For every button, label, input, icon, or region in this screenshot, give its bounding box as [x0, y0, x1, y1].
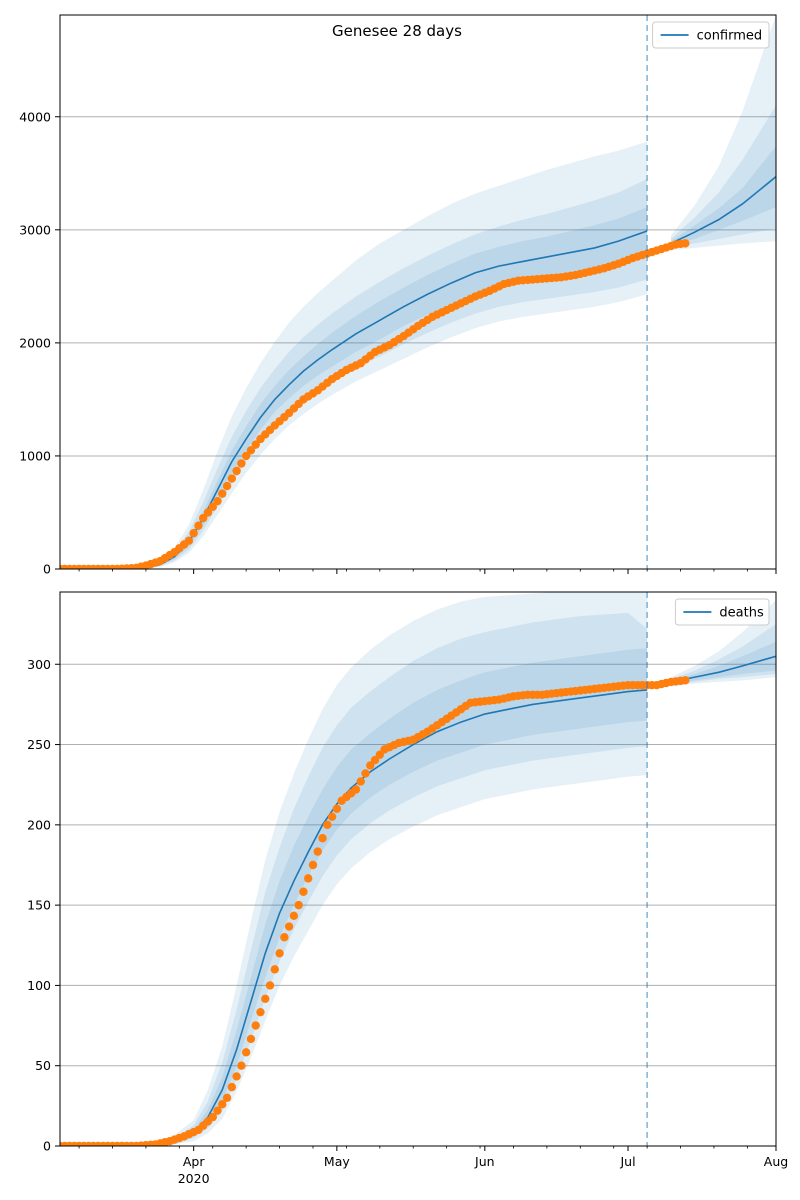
axes-frame: [59, 14, 777, 570]
observed-point: [313, 847, 322, 856]
legend: deaths: [674, 598, 770, 626]
observed-point: [227, 474, 237, 483]
plot-area: [60, 15, 776, 569]
observed-point: [361, 769, 370, 778]
figure-title: Genesee 28 days: [332, 22, 462, 40]
legend-label: deaths: [719, 606, 764, 621]
observed-point: [246, 1034, 256, 1044]
observed-point: [289, 911, 299, 921]
observed-point: [265, 981, 275, 990]
legend-label: confirmed: [697, 29, 763, 44]
band-80-forecast: [670, 624, 776, 686]
observed-point: [237, 459, 246, 468]
band-50-fit: [60, 207, 648, 569]
observed-point: [681, 676, 690, 685]
x-tick-label: Aug: [764, 1154, 788, 1169]
observed-point: [375, 750, 385, 759]
observed-point: [366, 761, 375, 770]
deaths-panel: 0 50 100 150 200 250 300 Apr May Jun Jul Aug 2020 dea…: [27, 591, 788, 1186]
band-95-forecast: [670, 600, 776, 687]
observed-point: [304, 874, 313, 883]
observed-point: [227, 1082, 237, 1092]
observed-point: [251, 440, 260, 449]
observed-point: [213, 496, 222, 506]
band-95-forecast: [670, 15, 776, 251]
observed-point: [218, 489, 227, 498]
x-year-label: 2020: [178, 1171, 210, 1186]
y-tick-label: 100: [27, 978, 51, 993]
y-tick-label: 1000: [19, 448, 51, 463]
plot-area: [60, 592, 776, 1146]
x-tick-label: May: [324, 1154, 350, 1169]
legend: confirmed: [652, 21, 770, 49]
y-tick-label: 250: [27, 737, 51, 752]
observed-point: [275, 949, 284, 958]
observed-point: [280, 933, 289, 942]
x-tick-label: Jul: [619, 1154, 635, 1169]
observed-point: [208, 502, 217, 512]
legend-box: [652, 21, 770, 49]
observed-point: [332, 804, 342, 813]
band-50-forecast: [670, 641, 776, 684]
observed-point: [370, 755, 380, 765]
band-80-forecast: [670, 105, 776, 248]
observed-point: [199, 513, 208, 523]
observed-point: [189, 529, 198, 538]
observed-point: [241, 451, 251, 461]
observed-point: [213, 1106, 222, 1115]
observed-point: [194, 521, 203, 530]
observed-point: [284, 922, 294, 931]
legend-box: [674, 598, 770, 626]
observed-point: [270, 965, 279, 974]
observed-point: [299, 887, 308, 896]
observed-point: [237, 1061, 246, 1070]
y-tick-label: 150: [27, 898, 51, 913]
observed-point: [184, 536, 194, 545]
y-tick-label: 0: [43, 562, 51, 577]
x-tick-label: Jun: [474, 1154, 495, 1169]
observed-point: [681, 239, 690, 248]
observed-point: [241, 1048, 251, 1057]
band-95-fit: [60, 141, 648, 569]
observed-point: [208, 1112, 217, 1122]
band-80-fit: [60, 612, 648, 1146]
y-tick-label: 50: [35, 1058, 51, 1073]
band-80-fit: [60, 178, 648, 569]
observed-point: [356, 777, 365, 786]
observed-point: [246, 446, 256, 455]
band-50-forecast: [670, 146, 776, 246]
band-50-fit: [60, 648, 648, 1146]
observed-point: [218, 1100, 227, 1109]
observed-point: [222, 1093, 232, 1103]
observed-point: [222, 481, 232, 491]
y-tick-label: 0: [43, 1139, 51, 1154]
observed-point: [294, 900, 303, 910]
x-tick-label: Apr: [183, 1154, 205, 1169]
y-tick-label: 2000: [19, 335, 51, 350]
observed-point: [261, 994, 270, 1003]
y-tick-label: 300: [27, 657, 51, 672]
observed-point: [351, 785, 361, 794]
y-tick-label: 200: [27, 817, 51, 832]
y-tick-label: 4000: [19, 109, 51, 124]
confirmed-panel: 0 1000 2000 3000 4000 confirmed: [19, 14, 777, 577]
observed-point: [232, 466, 241, 476]
observed-point: [251, 1021, 260, 1030]
observed-point: [203, 508, 213, 517]
y-tick-label: 3000: [19, 222, 51, 237]
observed-point: [327, 812, 337, 822]
observed-point: [232, 1072, 241, 1081]
observed-point: [308, 860, 318, 870]
band-95-fit: [60, 592, 648, 1146]
axes-frame: [59, 591, 777, 1147]
observed-point: [318, 834, 327, 843]
observed-point: [256, 1007, 265, 1017]
model-forecast-line: [670, 176, 776, 245]
observed-point: [323, 820, 332, 830]
